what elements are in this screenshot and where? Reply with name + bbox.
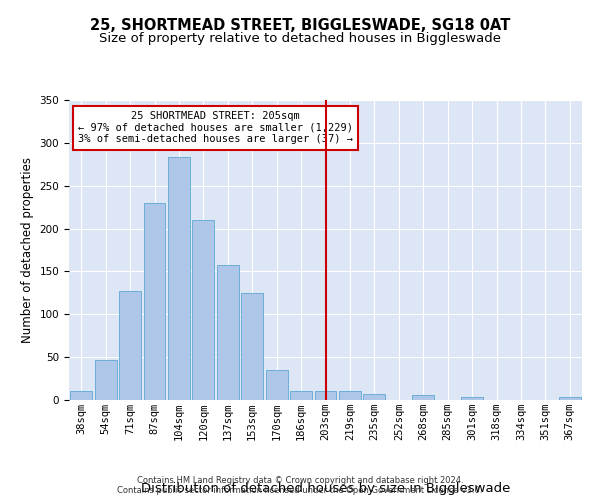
Bar	[314, 392, 337, 400]
Bar	[193, 220, 214, 400]
Y-axis label: Number of detached properties: Number of detached properties	[21, 157, 34, 343]
Text: 25 SHORTMEAD STREET: 205sqm
← 97% of detached houses are smaller (1,229)
3% of s: 25 SHORTMEAD STREET: 205sqm ← 97% of det…	[78, 111, 353, 144]
Bar	[339, 392, 361, 400]
Text: Size of property relative to detached houses in Biggleswade: Size of property relative to detached ho…	[99, 32, 501, 45]
Bar	[241, 293, 263, 400]
Text: 25, SHORTMEAD STREET, BIGGLESWADE, SG18 0AT: 25, SHORTMEAD STREET, BIGGLESWADE, SG18 …	[90, 18, 510, 32]
Bar	[364, 394, 385, 400]
X-axis label: Distribution of detached houses by size in Biggleswade: Distribution of detached houses by size …	[141, 482, 510, 495]
Text: Contains public sector information licensed under the Open Government Licence v3: Contains public sector information licen…	[118, 486, 482, 495]
Bar	[119, 291, 141, 400]
Bar	[217, 266, 239, 400]
Bar	[290, 392, 312, 400]
Bar	[70, 392, 92, 400]
Bar	[412, 395, 434, 400]
Bar	[143, 203, 166, 400]
Bar	[559, 398, 581, 400]
Bar	[168, 158, 190, 400]
Bar	[266, 370, 287, 400]
Text: Contains HM Land Registry data © Crown copyright and database right 2024.: Contains HM Land Registry data © Crown c…	[137, 476, 463, 485]
Bar	[95, 360, 116, 400]
Bar	[461, 398, 483, 400]
